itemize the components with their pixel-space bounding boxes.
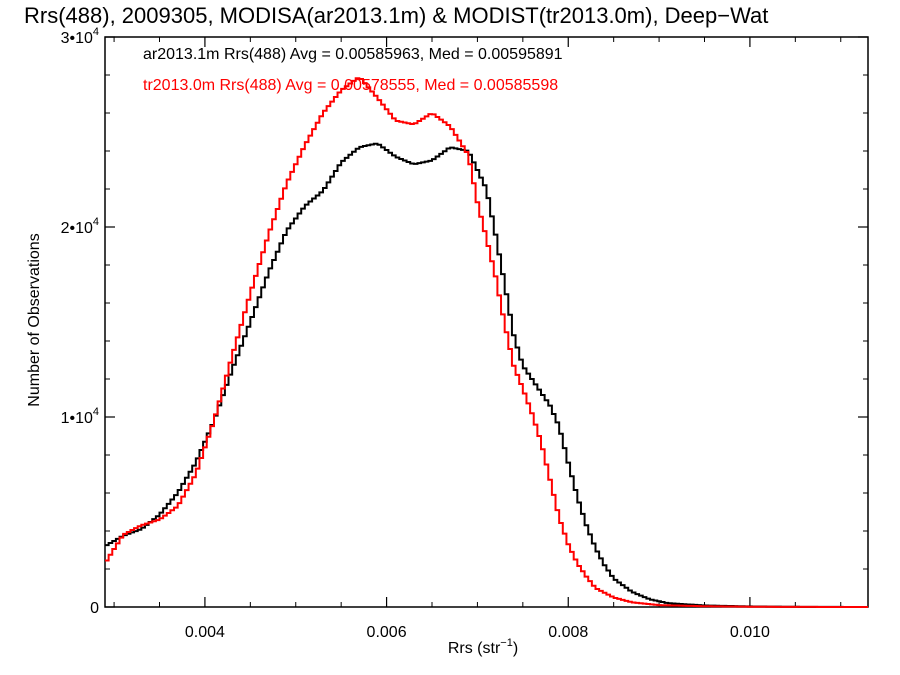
legend-entry-ar2013: ar2013.1m Rrs(488) Avg = 0.00585963, Med…	[143, 46, 563, 63]
y-tick-label: 1•104	[61, 406, 99, 427]
series-ar2013.1m-line	[105, 142, 868, 608]
x-tick-label: 0.006	[367, 624, 407, 641]
x-axis-title: Rrs (str−1)	[448, 637, 518, 657]
y-tick-label: 0	[90, 600, 99, 617]
x-tick-label: 0.008	[548, 624, 588, 641]
legend-entry-tr2013: tr2013.0m Rrs(488) Avg = 0.00578555, Med…	[143, 77, 558, 94]
y-tick-label: 2•104	[61, 216, 99, 237]
series-layer	[105, 77, 868, 608]
y-tick-label: 3•104	[61, 26, 99, 47]
plot-frame	[104, 36, 869, 608]
x-tick-label: 0.010	[730, 624, 770, 641]
y-axis-title: Number of Observations	[26, 233, 43, 406]
y-axis: 0 1•104 2•104 3•104	[61, 26, 868, 617]
chart-title: Rrs(488), 2009305, MODISA(ar2013.1m) & M…	[24, 3, 768, 28]
x-tick-label: 0.004	[185, 624, 225, 641]
x-axis: 0.004 0.006 0.008 0.010	[113, 37, 842, 641]
series-tr2013.0m-line	[105, 77, 868, 608]
